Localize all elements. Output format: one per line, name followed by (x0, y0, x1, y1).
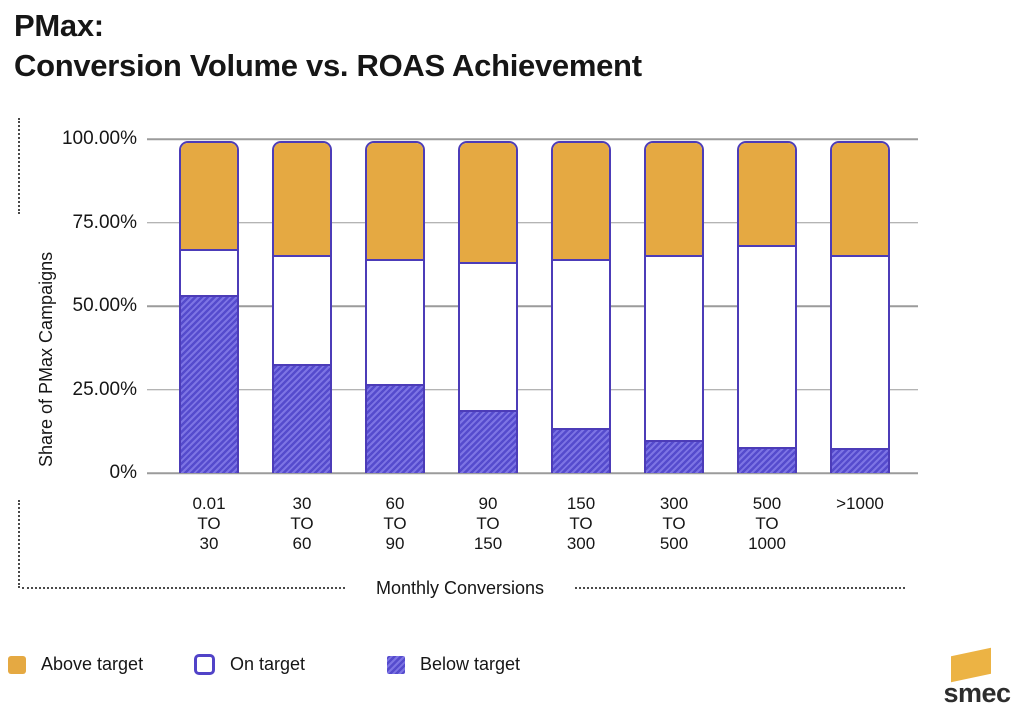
bar (830, 141, 890, 473)
y-axis-tick-label: 0% (109, 462, 137, 483)
bar (179, 141, 239, 473)
legend-item: Above target (8, 654, 143, 675)
x-axis-tick-label: 0.01 TO 30 (192, 494, 226, 553)
legend-item: On target (194, 654, 305, 675)
x-axis-title: Monthly Conversions (375, 578, 545, 598)
x-axis-tick-label: 90 TO 150 (473, 494, 503, 553)
bar-segment-on-target (739, 245, 795, 447)
plot-area (147, 138, 918, 474)
bar-segment-above-target (181, 143, 237, 249)
bar (272, 141, 332, 473)
bar-segment-above-target (739, 143, 795, 246)
bar-segment-on-target (832, 255, 888, 449)
below-target-swatch-icon (387, 655, 405, 674)
y-axis-dotted-rail-bottom (18, 500, 20, 588)
bar-segment-below-target (646, 439, 702, 473)
gridline (147, 388, 918, 391)
x-axis-dotted-rail-right (575, 587, 905, 589)
x-axis-tick-label: 300 TO 500 (659, 494, 689, 553)
bar-segment-above-target (646, 143, 702, 256)
bar-segment-on-target (274, 255, 330, 365)
bar-segment-below-target (367, 383, 423, 473)
legend-label: On target (230, 654, 306, 674)
chart-title-line2: Conversion Volume vs. ROAS Achievement (14, 48, 642, 83)
bar-segment-below-target (460, 410, 516, 473)
x-axis-tick-label: 60 TO 90 (383, 494, 407, 553)
smec-logo-text: smec (943, 678, 1011, 708)
bar-segment-on-target (553, 258, 609, 429)
above-target-swatch-icon (8, 655, 26, 674)
smec-logo: smec (930, 646, 1020, 710)
x-axis-tick-label: 30 TO 60 (290, 494, 314, 553)
bar-segment-above-target (460, 143, 516, 262)
bar (365, 141, 425, 473)
bar (551, 141, 611, 473)
gridline (147, 221, 918, 224)
y-axis-tick-label: 75.00% (72, 211, 137, 233)
bar (737, 141, 797, 473)
x-axis-dotted-rail-left (22, 587, 345, 589)
y-axis-tick-label: 25.00% (72, 378, 137, 400)
y-axis-tick-labels: 100.00% 75.00% 50.00% 25.00% 0% (40, 128, 137, 483)
bar (458, 141, 518, 473)
bar-segment-on-target (646, 255, 702, 440)
legend: Above target On target Below target (0, 654, 620, 684)
page-title: PMax: Conversion Volume vs. ROAS Achieve… (14, 6, 642, 86)
bar-segment-below-target (181, 294, 237, 473)
bar-segment-above-target (832, 143, 888, 256)
bar-segment-below-target (832, 448, 888, 473)
x-axis-tick-label: 500 TO 1000 (748, 494, 786, 553)
gridline (147, 305, 918, 307)
legend-label: Below target (420, 654, 521, 674)
legend-item: Below target (387, 654, 520, 675)
x-axis-tick-label: 150 TO 300 (566, 494, 596, 553)
x-axis-tick-label: >1000 (836, 494, 884, 513)
bar-segment-below-target (739, 446, 795, 473)
bar-segment-above-target (553, 143, 609, 259)
y-axis-tick-label: 50.00% (72, 295, 137, 316)
bar-segment-on-target (367, 258, 423, 384)
legend-label: Above target (41, 654, 144, 674)
gridline (147, 472, 918, 474)
bar (644, 141, 704, 473)
bar-segment-on-target (460, 261, 516, 411)
on-target-swatch-icon (194, 654, 215, 675)
x-axis-tick-labels: 0.01 TO 30 30 TO 60 60 TO 90 90 TO 150 150 TO 300 300 TO… (147, 494, 918, 560)
gridline (147, 138, 918, 140)
bar-segment-on-target (181, 248, 237, 295)
bar-segment-below-target (274, 364, 330, 473)
bar-segment-above-target (367, 143, 423, 259)
bar-segment-below-target (553, 428, 609, 473)
y-axis-dotted-rail-top (18, 118, 20, 214)
y-axis-tick-label: 100.00% (61, 128, 137, 149)
chart-title-line1: PMax: (14, 8, 104, 43)
bar-segment-above-target (274, 143, 330, 256)
